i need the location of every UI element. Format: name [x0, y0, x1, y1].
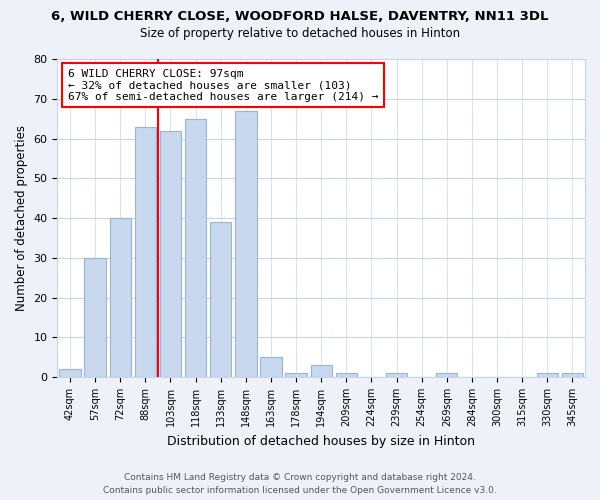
Bar — [311, 365, 332, 377]
Text: Size of property relative to detached houses in Hinton: Size of property relative to detached ho… — [140, 28, 460, 40]
Bar — [260, 357, 281, 377]
Bar — [335, 373, 357, 377]
X-axis label: Distribution of detached houses by size in Hinton: Distribution of detached houses by size … — [167, 434, 475, 448]
Bar — [562, 373, 583, 377]
Bar — [386, 373, 407, 377]
Text: 6, WILD CHERRY CLOSE, WOODFORD HALSE, DAVENTRY, NN11 3DL: 6, WILD CHERRY CLOSE, WOODFORD HALSE, DA… — [51, 10, 549, 23]
Bar — [59, 369, 80, 377]
Bar — [536, 373, 558, 377]
Bar — [185, 118, 206, 377]
Text: Contains HM Land Registry data © Crown copyright and database right 2024.
Contai: Contains HM Land Registry data © Crown c… — [103, 473, 497, 495]
Text: 6 WILD CHERRY CLOSE: 97sqm
← 32% of detached houses are smaller (103)
67% of sem: 6 WILD CHERRY CLOSE: 97sqm ← 32% of deta… — [68, 68, 379, 102]
Bar — [286, 373, 307, 377]
Bar — [134, 126, 156, 377]
Bar — [110, 218, 131, 377]
Bar — [436, 373, 457, 377]
Bar — [85, 258, 106, 377]
Bar — [235, 110, 257, 377]
Bar — [160, 130, 181, 377]
Y-axis label: Number of detached properties: Number of detached properties — [15, 125, 28, 311]
Bar — [210, 222, 232, 377]
